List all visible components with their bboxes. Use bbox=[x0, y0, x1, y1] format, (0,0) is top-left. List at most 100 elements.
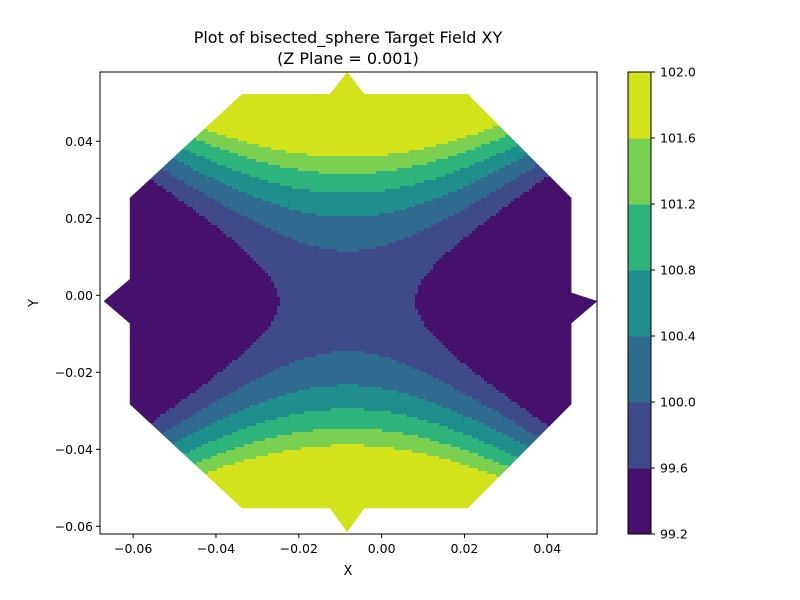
contour-cell bbox=[442, 93, 446, 97]
contour-cell bbox=[355, 111, 359, 115]
contour-cell bbox=[448, 105, 452, 109]
contour-cell bbox=[454, 108, 458, 112]
contour-cell bbox=[382, 105, 386, 109]
contour-cell bbox=[472, 111, 476, 115]
contour-cell bbox=[379, 114, 383, 118]
contour-cell bbox=[376, 105, 380, 109]
contour-cell bbox=[478, 108, 482, 112]
contour-cell bbox=[445, 111, 449, 115]
contour-cell bbox=[349, 117, 353, 121]
contour-cell bbox=[442, 99, 446, 103]
contour-cell bbox=[307, 105, 311, 109]
contour-cell bbox=[361, 105, 365, 109]
contour-cell bbox=[355, 102, 359, 106]
contour-cell bbox=[250, 117, 254, 121]
contour-cell bbox=[289, 123, 293, 127]
contour-cell bbox=[385, 108, 389, 112]
contour-cell bbox=[340, 108, 344, 112]
contour-cell bbox=[367, 117, 371, 121]
contour-cell bbox=[418, 123, 422, 127]
contour-cell bbox=[424, 114, 428, 118]
contour-cell bbox=[352, 84, 356, 88]
contour-cell bbox=[253, 111, 257, 115]
contour-cell bbox=[472, 99, 476, 103]
contour-cell bbox=[388, 114, 392, 118]
contour-cell bbox=[439, 114, 443, 118]
contour-cell bbox=[376, 93, 380, 97]
contour-cell bbox=[310, 96, 314, 100]
contour-cell bbox=[454, 99, 458, 103]
contour-cell bbox=[235, 117, 239, 121]
contour-cell bbox=[274, 99, 278, 103]
contour-cell bbox=[442, 114, 446, 118]
contour-cell bbox=[295, 99, 299, 103]
contour-cell bbox=[364, 99, 368, 103]
contour-cell bbox=[400, 105, 404, 109]
contour-cell bbox=[352, 87, 356, 91]
contour-cell bbox=[346, 84, 350, 88]
contour-cell bbox=[280, 120, 284, 124]
contour-cell bbox=[400, 102, 404, 106]
contour-cell bbox=[445, 93, 449, 97]
contour-cell bbox=[466, 96, 470, 100]
contour-cell bbox=[277, 117, 281, 121]
contour-cell bbox=[331, 123, 335, 127]
contour-cell bbox=[226, 117, 230, 121]
contour-cell bbox=[457, 120, 461, 124]
chart-title-line-1: Plot of bisected_sphere Target Field XY bbox=[194, 28, 503, 48]
contour-cell bbox=[358, 117, 362, 121]
contour-cell bbox=[289, 105, 293, 109]
contour-cell bbox=[367, 123, 371, 127]
contour-cell bbox=[259, 96, 263, 100]
contour-cell bbox=[430, 105, 434, 109]
contour-cell bbox=[283, 93, 287, 97]
contour-cell bbox=[328, 102, 332, 106]
contour-cell bbox=[376, 120, 380, 124]
contour-cell bbox=[328, 96, 332, 100]
contour-cell bbox=[250, 108, 254, 112]
contour-cell bbox=[370, 111, 374, 115]
contour-cell bbox=[292, 111, 296, 115]
contour-cell bbox=[253, 99, 257, 103]
contour-cell bbox=[247, 108, 251, 112]
contour-cell bbox=[412, 117, 416, 121]
contour-cell bbox=[430, 93, 434, 97]
contour-cell bbox=[415, 108, 419, 112]
contour-cell bbox=[385, 120, 389, 124]
contour-cell bbox=[427, 96, 431, 100]
contour-cell bbox=[337, 93, 341, 97]
contour-cell bbox=[208, 126, 212, 130]
contour-cell bbox=[352, 120, 356, 124]
contour-cell bbox=[358, 93, 362, 97]
contour-cell bbox=[391, 99, 395, 103]
contour-cell bbox=[418, 108, 422, 112]
contour-cell bbox=[253, 93, 257, 97]
contour-cell bbox=[328, 117, 332, 121]
contour-cell bbox=[304, 111, 308, 115]
contour-cell bbox=[280, 114, 284, 118]
contour-cell bbox=[337, 108, 341, 112]
contour-cell bbox=[355, 99, 359, 103]
contour-cell bbox=[475, 114, 479, 118]
contour-cell bbox=[475, 102, 479, 106]
contour-cell bbox=[445, 99, 449, 103]
contour-cell bbox=[367, 102, 371, 106]
contour-cell bbox=[271, 108, 275, 112]
contour-cell bbox=[415, 114, 419, 118]
contour-cell bbox=[421, 123, 425, 127]
contour-cell bbox=[379, 96, 383, 100]
contour-cell bbox=[295, 93, 299, 97]
contour-cell bbox=[352, 123, 356, 127]
contour-cell bbox=[307, 111, 311, 115]
contour-cell bbox=[301, 117, 305, 121]
contour-cell bbox=[478, 117, 482, 121]
contour-cell bbox=[457, 96, 461, 100]
contour-cell bbox=[367, 120, 371, 124]
contour-cell bbox=[295, 108, 299, 112]
contour-cell bbox=[244, 108, 248, 112]
contour-cell bbox=[490, 123, 494, 127]
contour-cell bbox=[403, 99, 407, 103]
contour-cell bbox=[379, 105, 383, 109]
contour-cell bbox=[337, 96, 341, 100]
contour-cell bbox=[223, 126, 227, 130]
